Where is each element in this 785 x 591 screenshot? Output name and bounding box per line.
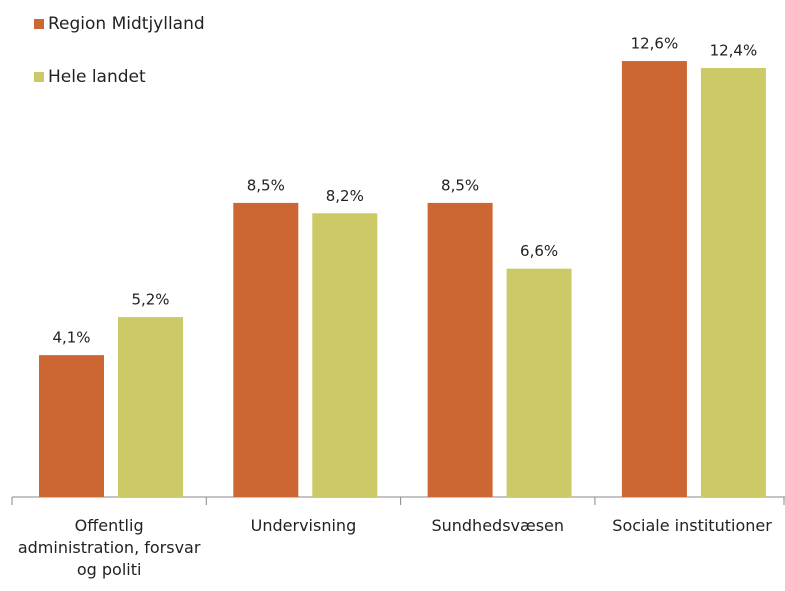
x-tick-label: Offentlig administration, forsvar og pol… <box>17 516 201 579</box>
legend-label: Hele landet <box>48 67 146 87</box>
value-label: 6,6% <box>520 242 558 260</box>
bar <box>427 202 493 497</box>
legend-swatch <box>34 19 44 29</box>
value-label: 5,2% <box>131 291 169 309</box>
bar <box>700 67 766 498</box>
value-label: 4,1% <box>52 329 90 347</box>
bar <box>233 202 299 497</box>
bar <box>312 213 378 497</box>
bar <box>506 268 572 497</box>
x-tick-label: Sundhedsvæsen <box>431 516 565 535</box>
legend-label: Region Midtjylland <box>48 14 205 34</box>
value-label: 8,5% <box>247 176 285 194</box>
value-label: 12,4% <box>710 41 758 59</box>
bar <box>118 317 183 497</box>
bar <box>621 61 687 497</box>
value-label: 8,2% <box>326 187 364 205</box>
value-label: 8,5% <box>441 176 479 194</box>
x-tick-label: Undervisning <box>250 516 357 535</box>
x-tick-label: Sociale institutioner <box>612 516 772 535</box>
value-label: 12,6% <box>631 35 679 53</box>
legend-swatch <box>34 72 44 82</box>
bar <box>39 355 104 497</box>
